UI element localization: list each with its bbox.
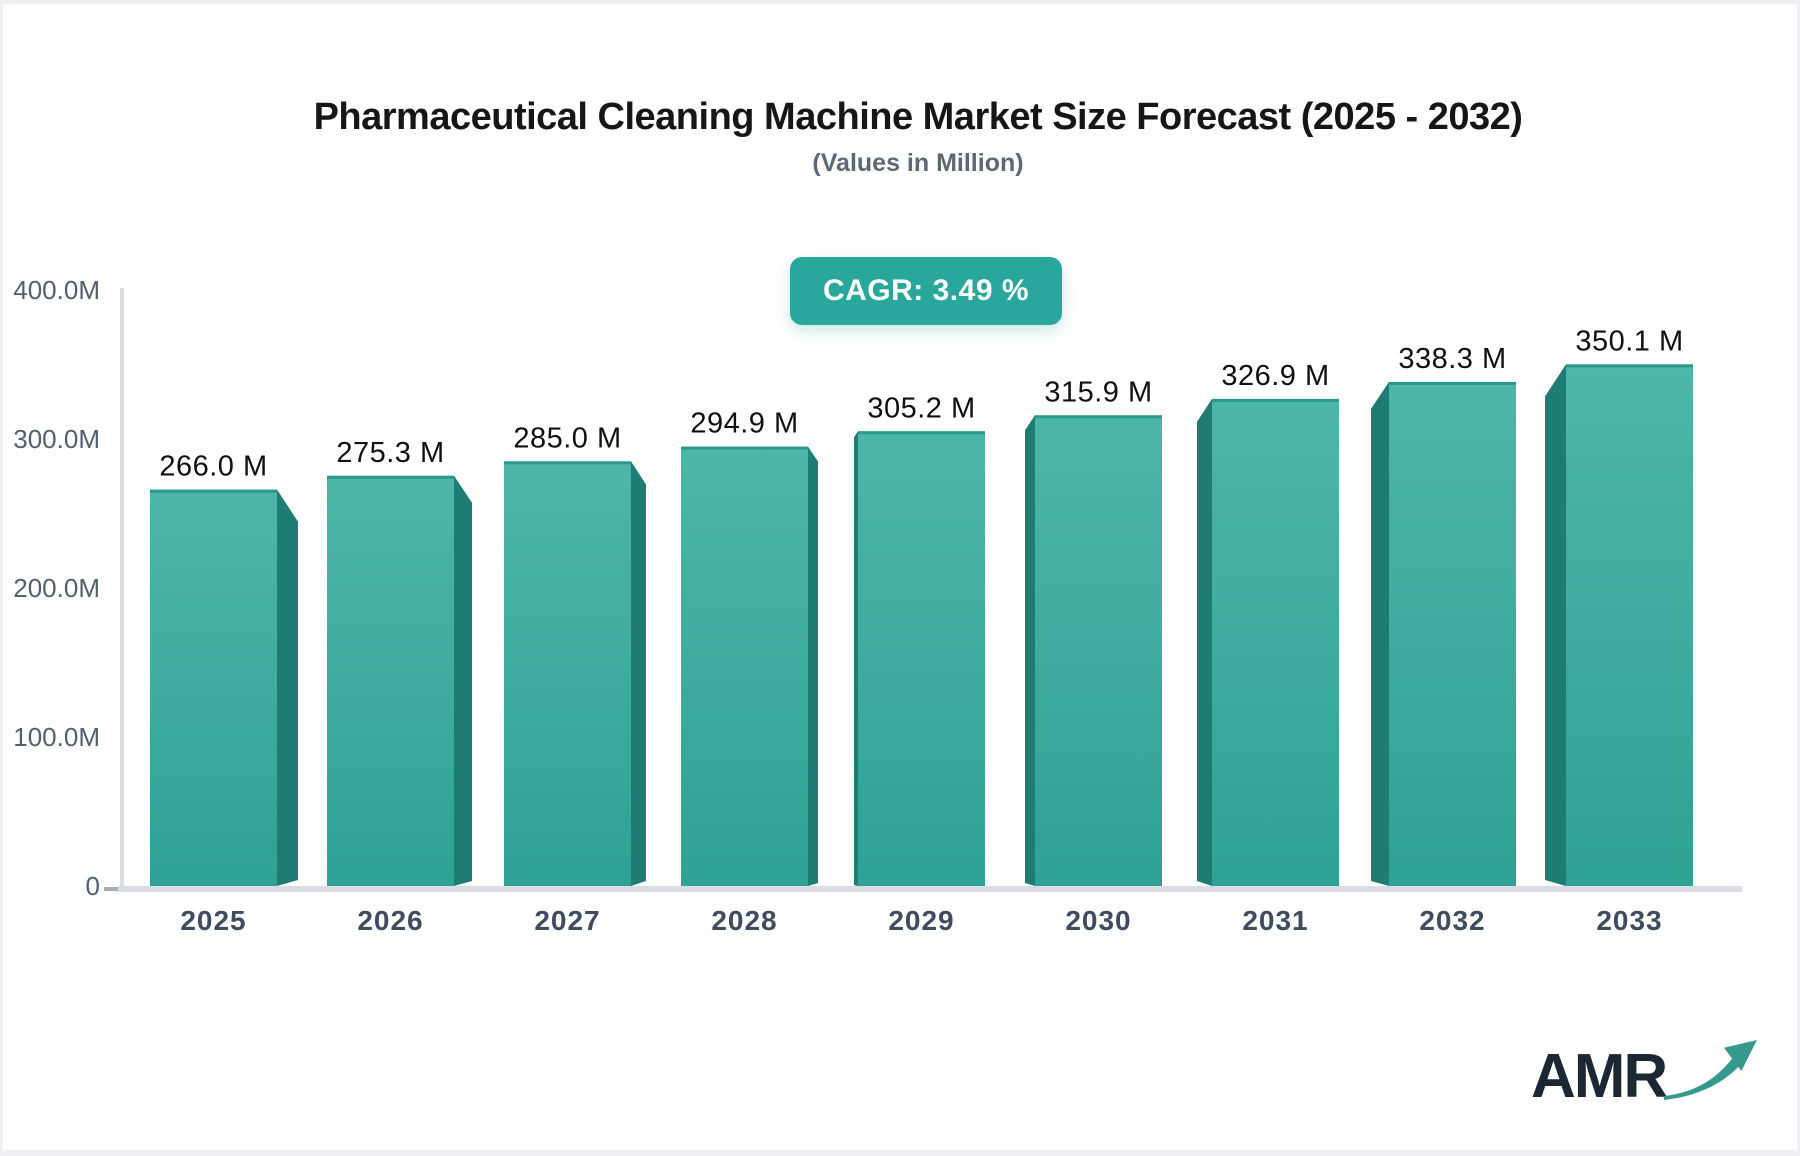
bar-value-label: 350.1 M — [1575, 325, 1683, 357]
x-category-label: 2026 — [357, 905, 423, 936]
bar-value-label: 285.0 M — [513, 422, 621, 454]
bar-chart: 400.0M 300.0M 200.0M 100.0M 0 266.0 M 2025 275.… — [13, 275, 1742, 936]
bar-top-edge — [1035, 415, 1162, 419]
bar-value-label: 294.9 M — [690, 408, 798, 440]
bar-top-edge — [504, 461, 631, 465]
brand-logo-text: AMR — [1531, 1042, 1668, 1111]
bar-side-face — [1197, 398, 1212, 886]
bar-top-edge — [1566, 364, 1693, 368]
bar — [1566, 364, 1693, 886]
bar — [150, 489, 277, 886]
bar-side-face — [1025, 415, 1035, 886]
x-category-label: 2028 — [711, 905, 777, 936]
bar-value-label: 275.3 M — [336, 437, 444, 469]
bar — [504, 461, 631, 886]
bar — [858, 431, 985, 886]
brand-logo: AMR — [1531, 1032, 1761, 1122]
x-category-label: 2031 — [1242, 905, 1308, 936]
chart-card: Pharmaceutical Cleaning Machine Market S… — [3, 4, 1797, 1150]
bar — [1035, 415, 1162, 886]
trend-arrow-icon — [1664, 1039, 1758, 1101]
y-tick-label: 0 — [86, 871, 100, 901]
x-category-label: 2029 — [888, 905, 954, 936]
y-tick-label: 200.0M — [13, 573, 100, 603]
y-tick-label: 100.0M — [13, 722, 100, 752]
y-tick-label: 400.0M — [13, 275, 100, 305]
bar-side-face — [808, 446, 818, 886]
bar — [1389, 381, 1516, 886]
x-category-label: 2027 — [534, 905, 600, 936]
chart-title: Pharmaceutical Cleaning Machine Market S… — [313, 96, 1523, 138]
bar-value-label: 315.9 M — [1044, 376, 1152, 408]
bar-side-face — [1371, 381, 1389, 886]
bar-side-face — [454, 475, 472, 886]
bar-top-edge — [681, 446, 808, 450]
bar — [1212, 398, 1339, 886]
bar — [327, 475, 454, 886]
bar-value-label: 326.9 M — [1221, 360, 1329, 392]
x-category-label: 2032 — [1419, 905, 1485, 936]
y-tick-label: 300.0M — [13, 424, 100, 454]
cagr-badge-label: CAGR: 3.49 % — [822, 274, 1030, 307]
bar — [681, 446, 808, 886]
bar-side-face — [1545, 364, 1566, 886]
x-axis-line — [118, 886, 1742, 892]
x-category-label: 2033 — [1596, 905, 1662, 936]
bar-top-edge — [858, 431, 985, 435]
zero-tick-mark — [104, 887, 118, 891]
bar-side-face — [277, 489, 298, 886]
cagr-badge: CAGR: 3.49 % — [790, 257, 1062, 325]
x-category-label: 2030 — [1065, 905, 1131, 936]
bar-top-edge — [1212, 398, 1339, 402]
chart-subtitle: (Values in Million) — [812, 149, 1024, 177]
bar-top-edge — [1389, 381, 1516, 385]
bar-value-label: 338.3 M — [1398, 343, 1506, 375]
y-axis-line — [120, 288, 124, 890]
x-category-label: 2025 — [180, 905, 246, 936]
bar-side-face — [631, 461, 646, 886]
bar-value-label: 305.2 M — [867, 392, 975, 424]
bar-value-label: 266.0 M — [159, 451, 267, 483]
bar-top-edge — [150, 489, 277, 493]
bar-top-edge — [327, 475, 454, 479]
bar-side-face — [854, 431, 858, 886]
